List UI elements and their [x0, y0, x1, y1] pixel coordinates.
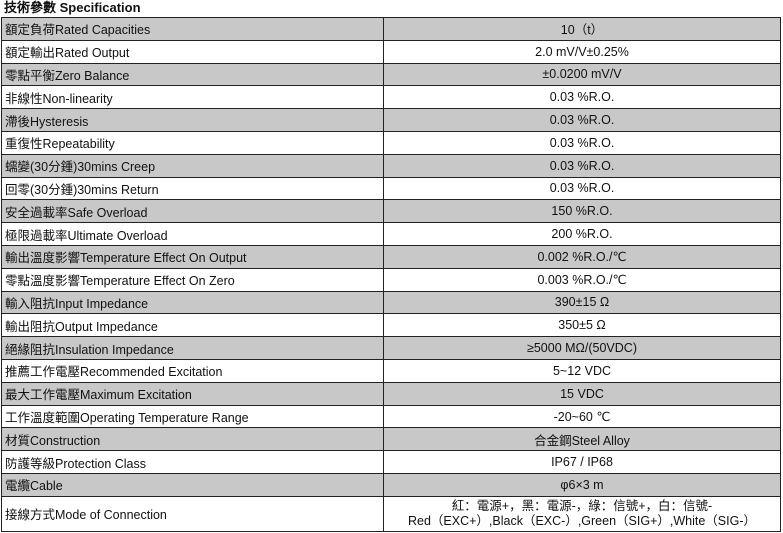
spec-label: 額定負荷Rated Capacities: [1, 17, 384, 41]
table-row: 非線性Non-linearity 0.03 %R.O.: [1, 85, 781, 110]
spec-value: φ6×3 m: [383, 472, 781, 497]
table-row-connection: 接線方式Mode of Connection 紅：電源+，黑：電源-，綠：信號+…: [1, 495, 781, 532]
spec-label: 絕緣阻抗Insulation Impedance: [1, 336, 384, 360]
section-title: 技術參數 Specification: [4, 0, 141, 15]
table-row: 防護等級Protection Class IP67 / IP68: [1, 450, 781, 474]
spec-value: 0.03 %R.O.: [383, 130, 781, 155]
table-row: 最大工作電壓Maximum Excitation 15 VDC: [1, 381, 781, 406]
spec-label: 極限過載率Ultimate Overload: [1, 222, 384, 246]
spec-label: 蠕變(30分鍾)30mins Creep: [1, 153, 384, 178]
spec-value: 0.003 %R.O./℃: [383, 267, 781, 292]
spec-value: 350±5 Ω: [383, 313, 781, 338]
table-row: 重復性Repeatability 0.03 %R.O.: [1, 130, 781, 155]
specification-table: 額定負荷Rated Capacities 10（t） 額定輸出Rated Outpu…: [1, 17, 781, 532]
spec-value: IP67 / IP68: [383, 450, 781, 474]
spec-value: ≥5000 MΩ/(50VDC): [383, 336, 781, 360]
connection-line-english: Red（EXC+）,Black（EXC-）,Green（SIG+）,White（…: [407, 513, 756, 528]
spec-value: 0.03 %R.O.: [383, 85, 781, 110]
spec-label: 重復性Repeatability: [1, 130, 384, 155]
spec-label: 額定輸出Rated Output: [1, 39, 384, 64]
spec-value: 150 %R.O.: [383, 199, 781, 224]
table-row: 絕緣阻抗Insulation Impedance ≥5000 MΩ/(50VDC): [1, 336, 781, 360]
spec-value: -20~60 ℃: [383, 404, 781, 429]
spec-value: 紅：電源+，黑：電源-，綠：信號+，白：信號- Red（EXC+）,Black（…: [383, 495, 781, 532]
table-row: 零點溫度影響Temperature Effect On Zero 0.003 %R…: [1, 267, 781, 292]
spec-label: 最大工作電壓Maximum Excitation: [1, 381, 384, 406]
spec-label: 安全過載率Safe Overload: [1, 199, 384, 224]
spec-label: 工作溫度範圍Operating Temperature Range: [1, 404, 384, 429]
table-row: 輸出阻抗Output Impedance 350±5 Ω: [1, 313, 781, 338]
table-row: 極限過載率Ultimate Overload 200 %R.O.: [1, 222, 781, 246]
spec-label: 輸入阻抗Input Impedance: [1, 290, 384, 315]
spec-label: 電纜Cable: [1, 472, 384, 497]
table-row: 零點平衡Zero Balance ±0.0200 mV/V: [1, 62, 781, 87]
table-row: 蠕變(30分鍾)30mins Creep 0.03 %R.O.: [1, 153, 781, 178]
table-row: 滯後Hysteresis 0.03 %R.O.: [1, 108, 781, 132]
table-row: 額定輸出Rated Output 2.0 mV/V±0.25%: [1, 39, 781, 64]
spec-label: 推薦工作電壓Recommended Excitation: [1, 358, 384, 383]
spec-value: 15 VDC: [383, 381, 781, 406]
spec-label: 零點溫度影響Temperature Effect On Zero: [1, 267, 384, 292]
table-row: 輸入阻抗Input Impedance 390±15 Ω: [1, 290, 781, 315]
table-row: 額定負荷Rated Capacities 10（t）: [1, 17, 781, 41]
spec-value: ±0.0200 mV/V: [383, 62, 781, 87]
spec-value: 10（t）: [383, 17, 781, 41]
table-row: 材質Construction 合金鋼Steel Alloy: [1, 427, 781, 452]
table-row: 輸出溫度影響Temperature Effect On Output 0.002 …: [1, 244, 781, 269]
spec-label: 防護等級Protection Class: [1, 450, 384, 474]
spec-value: 合金鋼Steel Alloy: [383, 427, 781, 452]
connection-line-chinese: 紅：電源+，黑：電源-，綠：信號+，白：信號-: [451, 498, 713, 513]
spec-label: 非線性Non-linearity: [1, 85, 384, 110]
table-row: 電纜Cable φ6×3 m: [1, 472, 781, 497]
spec-label: 回零(30分鍾)30mins Return: [1, 176, 384, 201]
spec-value: 0.03 %R.O.: [383, 108, 781, 132]
spec-label: 輸出阻抗Output Impedance: [1, 313, 384, 338]
spec-value: 5~12 VDC: [383, 358, 781, 383]
table-row: 安全過載率Safe Overload 150 %R.O.: [1, 199, 781, 224]
spec-label: 零點平衡Zero Balance: [1, 62, 384, 87]
spec-value: 200 %R.O.: [383, 222, 781, 246]
table-row: 推薦工作電壓Recommended Excitation 5~12 VDC: [1, 358, 781, 383]
spec-value: 0.03 %R.O.: [383, 153, 781, 178]
spec-value: 0.03 %R.O.: [383, 176, 781, 201]
table-row: 回零(30分鍾)30mins Return 0.03 %R.O.: [1, 176, 781, 201]
spec-label: 滯後Hysteresis: [1, 108, 384, 132]
spec-label: 輸出溫度影響Temperature Effect On Output: [1, 244, 384, 269]
table-row: 工作溫度範圍Operating Temperature Range -20~60 …: [1, 404, 781, 429]
spec-value: 2.0 mV/V±0.25%: [383, 39, 781, 64]
spec-value: 0.002 %R.O./℃: [383, 244, 781, 269]
spec-label: 材質Construction: [1, 427, 384, 452]
spec-value: 390±15 Ω: [383, 290, 781, 315]
spec-label: 接線方式Mode of Connection: [1, 495, 384, 532]
